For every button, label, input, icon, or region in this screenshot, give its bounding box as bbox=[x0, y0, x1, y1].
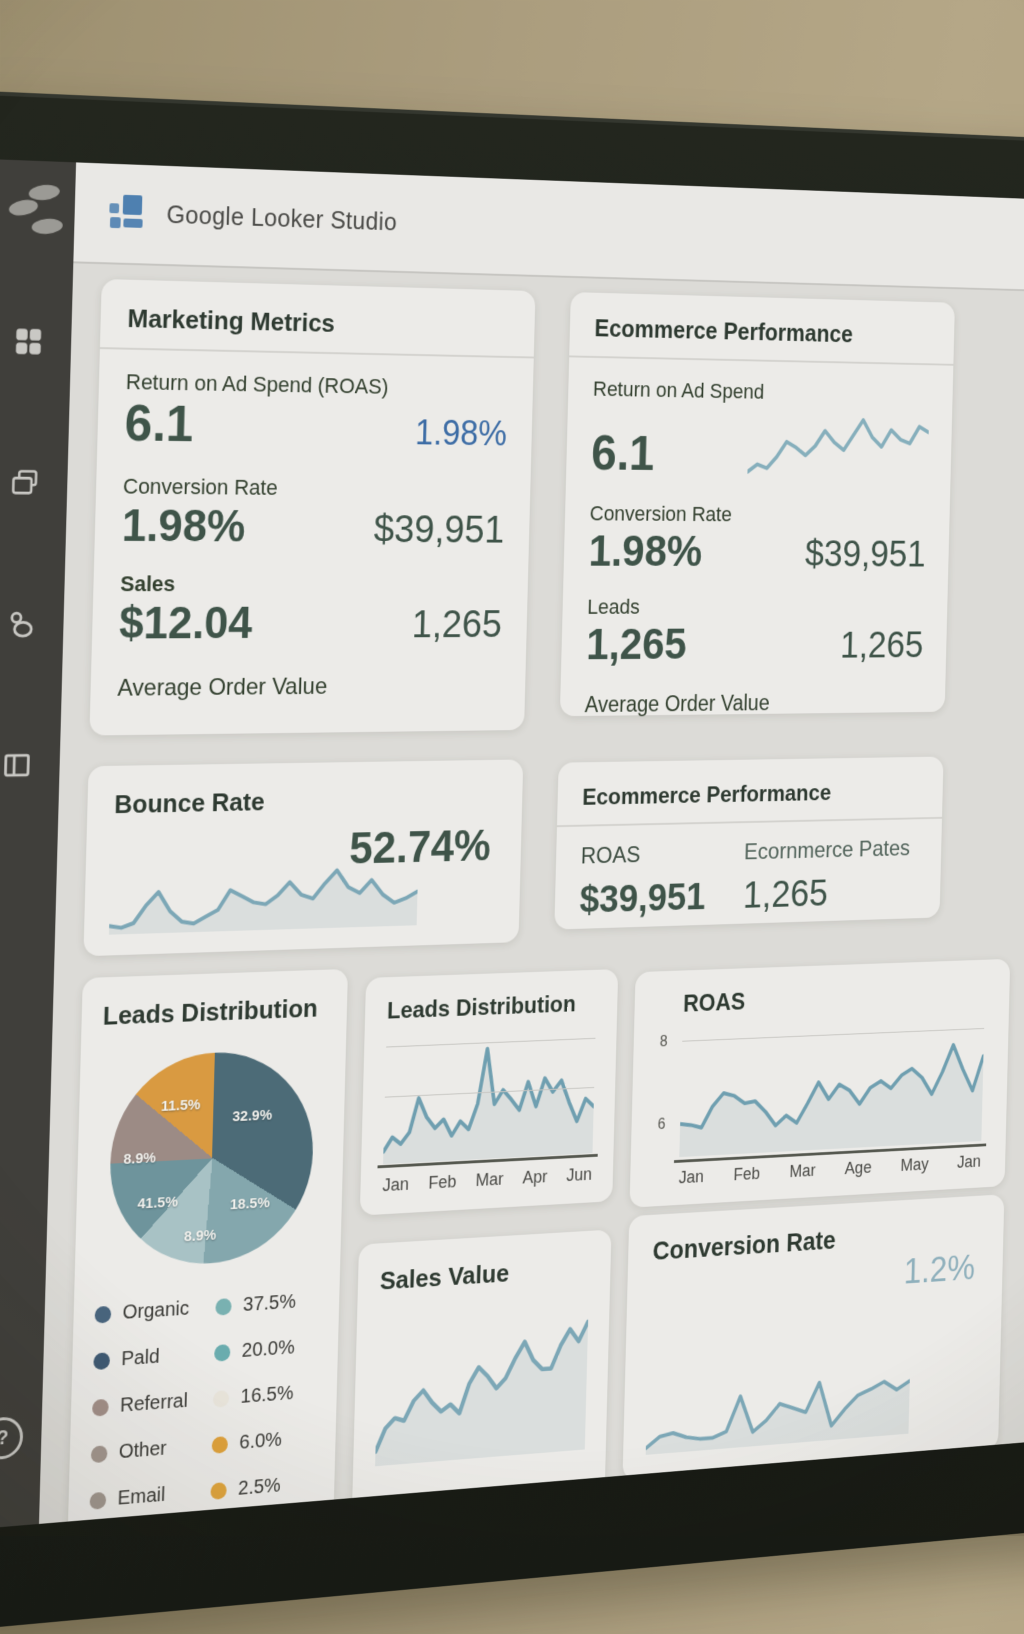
metric-secondary: $39,951 bbox=[805, 534, 927, 576]
card-title: Leads Distribution bbox=[387, 991, 597, 1026]
kpi-value: 1.2% bbox=[903, 1249, 975, 1293]
summary-label: Ecornmerce Pates bbox=[744, 836, 910, 866]
monitor-bezel: ? Google Looker Studio Marketing Metrics… bbox=[0, 90, 1024, 1634]
metric-label: Leads bbox=[587, 595, 925, 620]
legend-item: Other bbox=[91, 1434, 213, 1466]
card-ecommerce-performance: Ecommerce Performance Return on Ad Spend… bbox=[560, 292, 955, 716]
metric-value: 1.98% bbox=[121, 499, 246, 552]
metric-label: Conversion Rate bbox=[589, 501, 926, 528]
legend-dot bbox=[91, 1445, 108, 1463]
y-tick: 8 bbox=[660, 1034, 668, 1051]
card-marketing-metrics: Marketing Metrics Return on Ad Spend (RO… bbox=[89, 279, 535, 736]
leads-line-chart bbox=[383, 1032, 596, 1164]
pie-slice-label: 41.5% bbox=[137, 1194, 178, 1213]
help-icon[interactable]: ? bbox=[0, 1416, 24, 1461]
card-ecommerce-summary: Ecommerce Performance ROAS $39,951 Ecorn… bbox=[554, 757, 943, 930]
metric-secondary: $39,951 bbox=[373, 508, 505, 552]
layout-columns-icon[interactable] bbox=[0, 748, 34, 782]
legend-dot bbox=[95, 1306, 112, 1324]
pie-slice-label: 18.5% bbox=[230, 1194, 270, 1213]
sales-value-line-chart bbox=[375, 1307, 588, 1466]
legend-value: 37.5% bbox=[216, 1290, 320, 1319]
legend-value: 16.5% bbox=[213, 1381, 317, 1411]
legend-dot bbox=[90, 1492, 107, 1510]
conversion-sparkline bbox=[646, 1369, 910, 1455]
legend-dot bbox=[211, 1482, 227, 1500]
card-title: Leads Distribution bbox=[102, 993, 327, 1032]
roas-sparkline bbox=[747, 412, 929, 481]
legend-item: Organic bbox=[94, 1296, 216, 1326]
metric-value: $12.04 bbox=[119, 597, 253, 649]
legend-value: 2.5% bbox=[211, 1472, 315, 1503]
metric-value: 6.1 bbox=[124, 395, 194, 455]
card-leads-distribution-line: Leads Distribution Jan Feb Mar Apr Jun bbox=[360, 969, 618, 1216]
legend-value: 6.0% bbox=[212, 1426, 316, 1456]
legend-item: Referral bbox=[92, 1388, 214, 1419]
card-title: Ecommerce Performance bbox=[582, 779, 920, 812]
summary-label: ROAS bbox=[580, 841, 706, 870]
legend-dot bbox=[214, 1344, 230, 1362]
legend-item: Email bbox=[89, 1480, 211, 1513]
legend-dot bbox=[92, 1399, 109, 1417]
product-name: Google Looker Studio bbox=[166, 201, 397, 237]
card-sales-value: Sales Value bbox=[352, 1230, 612, 1516]
metric-label: Sales bbox=[120, 571, 503, 597]
pie-slice-label: 8.9% bbox=[123, 1150, 156, 1168]
metric-value: 1,265 bbox=[586, 619, 688, 669]
metric-value: 6.1 bbox=[591, 426, 656, 483]
app-logo-cluster bbox=[6, 182, 62, 239]
card-title: Ecommerce Performance bbox=[594, 315, 931, 350]
y-tick: 6 bbox=[657, 1117, 665, 1134]
summary-value: 1,265 bbox=[743, 871, 910, 917]
metric-secondary: 1.98% bbox=[415, 413, 508, 454]
legend-dot bbox=[216, 1298, 232, 1316]
card-bounce-rate: Bounce Rate 52.74% bbox=[83, 759, 523, 956]
card-leads-distribution-pie: Leads Distribution 32.9% 18.5% 8.9% 41.5… bbox=[68, 969, 348, 1531]
looker-studio-logo-icon bbox=[109, 194, 146, 233]
legend-value: 20.0% bbox=[214, 1335, 318, 1365]
metric-value: 1.98% bbox=[588, 526, 703, 576]
x-axis-labels: Jan Feb Mar Apr Jun bbox=[382, 1165, 592, 1196]
metric-secondary: 1,265 bbox=[411, 603, 502, 646]
pie-slice-label: 11.5% bbox=[161, 1096, 201, 1115]
pages-icon[interactable] bbox=[8, 466, 42, 500]
metric-label: Conversion Rate bbox=[123, 474, 506, 503]
screen: ? Google Looker Studio Marketing Metrics… bbox=[0, 159, 1024, 1531]
card-title: Sales Value bbox=[380, 1253, 590, 1296]
summary-value: $39,951 bbox=[579, 876, 706, 922]
card-conversion-rate: Conversion Rate 1.2% bbox=[622, 1194, 1004, 1480]
report-canvas: Marketing Metrics Return on Ad Spend (RO… bbox=[39, 263, 1024, 1524]
legend-item: Pald bbox=[93, 1342, 215, 1373]
legend-dot bbox=[93, 1352, 110, 1370]
card-roas-chart: ROAS 8 6 Jan Feb Mar Age May Jan bbox=[629, 959, 1010, 1208]
leads-pie-chart: 32.9% 18.5% 8.9% 41.5% 8.9% 11.5% bbox=[107, 1049, 315, 1270]
roas-line-chart bbox=[679, 1021, 984, 1157]
profile-icon[interactable] bbox=[4, 607, 38, 641]
card-title: Bounce Rate bbox=[114, 783, 498, 820]
pie-slice-label: 8.9% bbox=[184, 1227, 217, 1246]
metric-label: Average Order Value bbox=[584, 689, 922, 718]
pie-legend: Organic 37.5% Pald 20.0% Referral 16.5% … bbox=[89, 1290, 319, 1513]
bounce-sparkline bbox=[109, 862, 418, 935]
modules-icon[interactable] bbox=[12, 324, 46, 359]
dashboard-main: Google Looker Studio Marketing Metrics R… bbox=[39, 162, 1024, 1524]
card-title: Marketing Metrics bbox=[127, 303, 510, 342]
card-title: ROAS bbox=[683, 980, 985, 1019]
pie-slice-label: 32.9% bbox=[232, 1107, 272, 1125]
metric-secondary: 1,265 bbox=[840, 625, 924, 667]
metric-label: Average Order Value bbox=[117, 672, 500, 702]
legend-dot bbox=[213, 1390, 229, 1408]
legend-dot bbox=[212, 1436, 228, 1454]
